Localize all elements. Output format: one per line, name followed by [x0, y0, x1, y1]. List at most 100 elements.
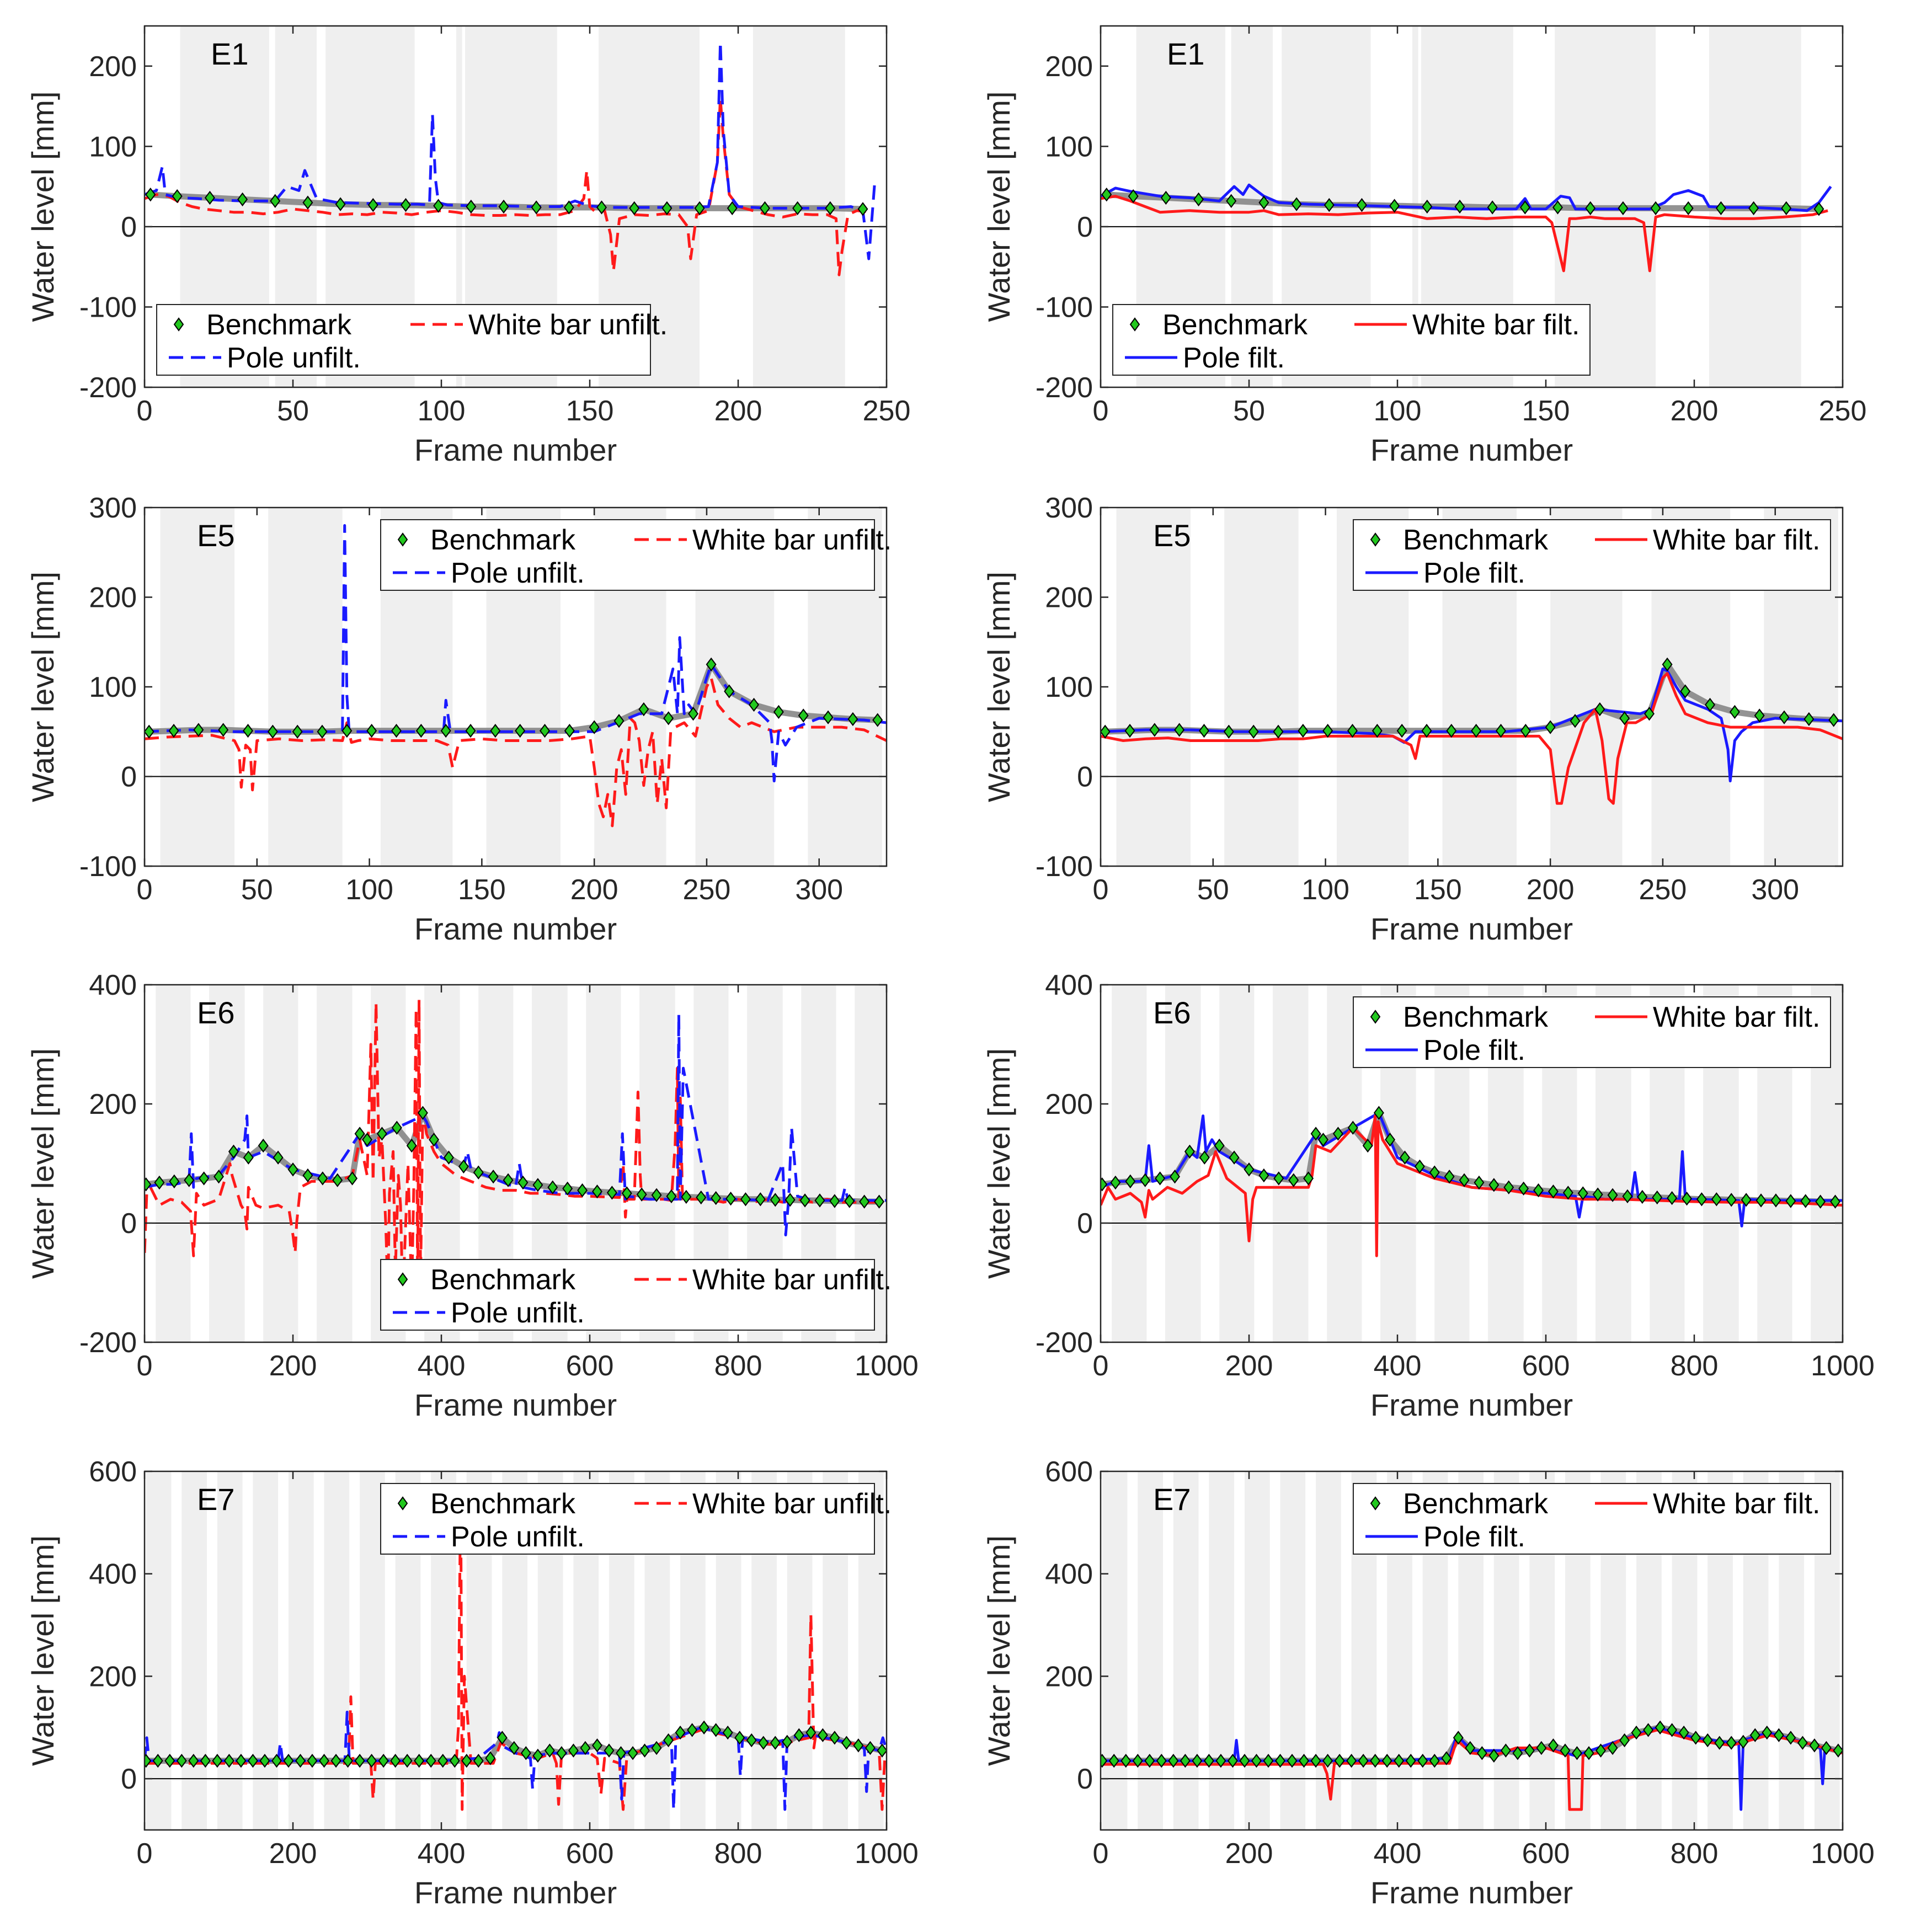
y-axis-label: Water level [mm]	[25, 1048, 60, 1279]
benchmark-point	[1545, 720, 1556, 734]
shaded-interval	[1244, 1471, 1270, 1830]
x-tick-label: 800	[1671, 1350, 1719, 1382]
shaded-interval	[1102, 1471, 1128, 1830]
panel-title: E6	[1153, 995, 1191, 1030]
x-tick-label: 1000	[1811, 1350, 1875, 1382]
x-tick-label: 0	[1093, 1350, 1109, 1382]
benchmark-point	[1244, 1162, 1255, 1177]
benchmark-point	[1552, 200, 1564, 215]
legend-pole-label: Pole unfilt.	[451, 557, 585, 589]
benchmark-point	[367, 198, 378, 212]
benchmark-point	[740, 1192, 751, 1207]
benchmark-point	[258, 1138, 269, 1153]
benchmark-point	[1592, 1187, 1603, 1202]
legend-benchmark-marker	[1370, 1010, 1381, 1024]
benchmark-point	[390, 1753, 401, 1768]
legend: Benchmark White bar unfilt. Pole unfilt.	[380, 1483, 892, 1555]
benchmark-point	[1214, 1138, 1225, 1153]
benchmark-point	[1299, 1753, 1310, 1768]
benchmark-point	[1631, 1725, 1642, 1740]
y-axis-label: Water level [mm]	[981, 92, 1016, 322]
legend-box	[380, 519, 875, 591]
y-axis-label: Water level [mm]	[981, 572, 1016, 802]
benchmark-point	[1571, 1746, 1582, 1760]
x-axis-label: Frame number	[414, 1387, 617, 1422]
legend-benchmark-label: Benchmark	[1403, 1488, 1549, 1520]
benchmark-point	[724, 684, 735, 698]
benchmark-point	[1503, 1180, 1514, 1194]
y-tick-label: 400	[89, 969, 137, 1001]
y-tick-label: 0	[121, 1208, 137, 1240]
benchmark-point	[1318, 1133, 1328, 1147]
benchmark-point	[1441, 1751, 1452, 1765]
benchmark-point	[1495, 723, 1506, 738]
series-group	[145, 524, 887, 828]
y-tick-label: 200	[1045, 51, 1093, 83]
legend-box	[1353, 1483, 1831, 1555]
benchmark-point	[1174, 723, 1185, 737]
benchmark-point	[376, 1127, 387, 1141]
benchmark-point	[1226, 194, 1237, 208]
benchmark-point	[145, 1753, 152, 1768]
shaded-interval	[1112, 985, 1147, 1342]
benchmark-point	[1781, 201, 1792, 216]
x-tick-label: 200	[269, 1838, 317, 1870]
benchmark-point	[515, 723, 526, 738]
benchmark-point	[1770, 1193, 1781, 1208]
benchmark-point	[568, 1743, 579, 1758]
y-tick-label: 200	[89, 1088, 137, 1120]
x-tick-label: 800	[1671, 1838, 1719, 1870]
x-tick-label: 600	[1522, 1838, 1570, 1870]
benchmark-point	[1560, 1743, 1571, 1758]
legend-benchmark-marker	[397, 532, 408, 547]
benchmark-point	[449, 1753, 460, 1768]
y-tick-label: -100	[79, 851, 137, 883]
benchmark-point	[792, 201, 803, 216]
benchmark-point	[378, 1753, 389, 1768]
benchmark-point	[759, 201, 770, 216]
y-tick-label: 200	[1045, 582, 1093, 614]
benchmark-point	[1520, 723, 1531, 738]
shaded-interval	[1116, 508, 1191, 866]
benchmark-point	[547, 1180, 558, 1194]
benchmark-point	[1125, 1174, 1136, 1189]
benchmark-point	[402, 1753, 413, 1768]
benchmark-point	[236, 1753, 247, 1768]
benchmark-point	[1429, 1165, 1440, 1180]
benchmark-point	[872, 713, 883, 727]
benchmark-point	[1643, 707, 1655, 721]
benchmark-point	[1155, 1171, 1166, 1186]
benchmark-point	[1741, 1193, 1752, 1207]
benchmark-point	[773, 705, 784, 719]
y-tick-label: -100	[79, 291, 137, 323]
benchmark-point	[1474, 1175, 1485, 1190]
benchmark-point	[366, 723, 377, 738]
benchmark-point	[825, 201, 836, 216]
benchmark-point	[591, 1738, 602, 1753]
benchmark-point	[1258, 1168, 1269, 1183]
benchmark-point	[591, 1184, 602, 1199]
benchmark-point	[302, 1168, 313, 1183]
benchmark-point	[509, 1741, 520, 1755]
y-tick-label: -200	[1036, 372, 1093, 404]
benchmark-point	[318, 1753, 329, 1768]
benchmark-point	[498, 199, 509, 214]
benchmark-point	[273, 1150, 284, 1165]
legend-white-bar-label: White bar unfilt.	[692, 1488, 892, 1520]
x-tick-label: 800	[714, 1350, 762, 1382]
benchmark-point	[145, 187, 156, 202]
legend: Benchmark White bar unfilt. Pole unfilt.	[156, 304, 668, 376]
y-tick-label: 200	[89, 1661, 137, 1693]
benchmark-point	[562, 1181, 573, 1196]
benchmark-point	[1797, 1736, 1808, 1750]
y-tick-label: 400	[1045, 1559, 1093, 1591]
benchmark-point	[1583, 1746, 1594, 1760]
benchmark-point	[711, 1723, 722, 1737]
benchmark-point	[1199, 1150, 1210, 1165]
benchmark-point	[1128, 189, 1139, 204]
panel-title: E7	[1153, 1482, 1191, 1517]
benchmark-point	[1223, 724, 1234, 739]
pole-line	[145, 524, 887, 783]
y-tick-label: 400	[1045, 969, 1093, 1001]
